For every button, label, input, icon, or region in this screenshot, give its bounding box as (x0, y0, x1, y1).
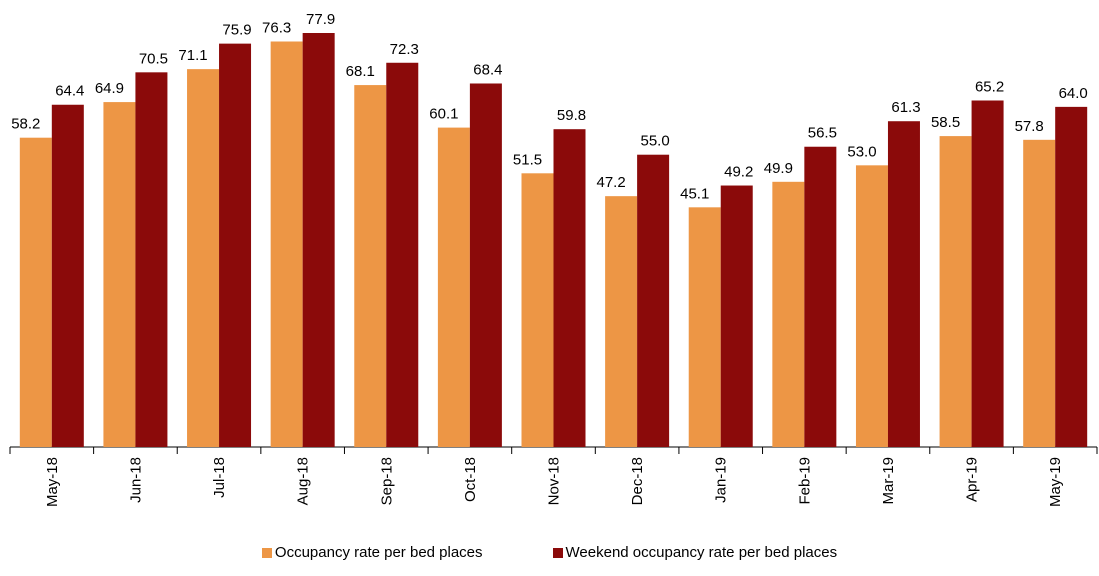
data-label: 76.3 (262, 20, 291, 37)
legend: Occupancy rate per bed places Weekend oc… (0, 544, 1099, 561)
x-tick-label: May-19 (1047, 457, 1064, 507)
bar-weekend (1055, 106, 1088, 447)
bar-occupancy (939, 136, 972, 447)
bar-weekend (720, 185, 753, 448)
data-label: 53.0 (847, 143, 876, 160)
bar-weekend (302, 33, 335, 447)
x-tick-label: Apr-19 (964, 457, 981, 502)
data-label: 64.9 (95, 80, 124, 97)
data-label: 57.8 (1015, 118, 1044, 135)
bar-occupancy (772, 181, 805, 448)
bar-occupancy (605, 196, 638, 447)
data-label: 55.0 (641, 133, 670, 150)
data-label: 49.9 (764, 160, 793, 177)
legend-item-weekend: Weekend occupancy rate per bed places (552, 544, 838, 561)
data-label: 45.1 (680, 185, 709, 202)
x-tick-label: Nov-18 (546, 457, 563, 505)
legend-label-weekend: Weekend occupancy rate per bed places (565, 544, 838, 561)
data-label: 60.1 (429, 106, 458, 123)
legend-swatch-weekend (552, 547, 563, 558)
x-tick-label: Oct-18 (462, 457, 479, 502)
bar-weekend (386, 62, 419, 447)
bar-occupancy (103, 102, 136, 448)
bar-occupancy (354, 85, 387, 447)
data-label: 49.2 (724, 164, 753, 181)
data-label: 65.2 (975, 78, 1004, 95)
bar-weekend (637, 154, 670, 447)
data-label: 68.1 (346, 63, 375, 80)
x-tick-label: Jan-19 (713, 457, 730, 503)
bar-occupancy (270, 41, 303, 448)
data-label: 58.5 (931, 114, 960, 131)
bar-weekend (51, 104, 84, 448)
data-label: 64.4 (55, 83, 84, 100)
data-label: 51.5 (513, 151, 542, 168)
bar-occupancy (437, 127, 470, 447)
data-label: 72.3 (390, 41, 419, 58)
x-tick-label: Aug-18 (295, 457, 312, 505)
x-tick-label: Feb-19 (796, 457, 813, 505)
data-label: 71.1 (178, 47, 207, 64)
bar-weekend (804, 146, 837, 448)
legend-swatch-occupancy (261, 547, 272, 558)
bar-occupancy (521, 173, 554, 447)
data-label: 70.5 (139, 50, 168, 67)
data-label: 75.9 (222, 22, 251, 39)
bar-occupancy (187, 69, 220, 447)
bar-weekend (971, 100, 1004, 447)
bar-weekend (553, 129, 586, 447)
data-label: 61.3 (891, 99, 920, 116)
data-label: 47.2 (597, 174, 626, 191)
x-tick-label: May-18 (44, 457, 61, 507)
bar-weekend (135, 72, 168, 448)
x-tick-label: Sep-18 (378, 457, 395, 505)
legend-item-occupancy: Occupancy rate per bed places (261, 544, 483, 561)
bar-occupancy (1023, 139, 1056, 447)
bar-weekend (219, 43, 252, 447)
x-tick-label: Jun-18 (127, 457, 144, 503)
data-label: 58.2 (11, 116, 40, 133)
x-tick-label: Mar-19 (880, 457, 897, 505)
x-tick-label: Jul-18 (211, 457, 228, 498)
bar-occupancy (19, 137, 52, 447)
bar-occupancy (688, 207, 721, 447)
bar-weekend (887, 121, 920, 447)
bar-occupancy (855, 165, 888, 448)
legend-label-occupancy: Occupancy rate per bed places (274, 544, 483, 561)
bar-weekend (469, 83, 502, 448)
data-label: 77.9 (306, 11, 335, 28)
data-label: 59.8 (557, 107, 586, 124)
data-label: 64.0 (1059, 85, 1088, 102)
x-tick-label: Dec-18 (629, 457, 646, 505)
data-label: 56.5 (808, 125, 837, 142)
data-label: 68.4 (473, 61, 502, 78)
